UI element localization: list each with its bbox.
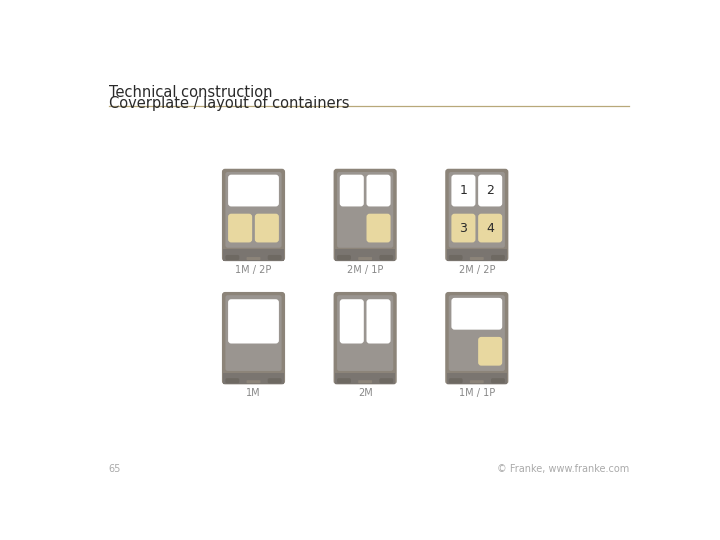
Bar xyxy=(446,249,507,261)
Bar xyxy=(335,249,395,261)
FancyBboxPatch shape xyxy=(333,168,397,261)
FancyBboxPatch shape xyxy=(366,174,390,206)
FancyBboxPatch shape xyxy=(222,168,285,261)
FancyBboxPatch shape xyxy=(246,380,261,383)
FancyBboxPatch shape xyxy=(451,298,503,329)
FancyBboxPatch shape xyxy=(333,292,397,384)
FancyBboxPatch shape xyxy=(340,299,364,343)
FancyBboxPatch shape xyxy=(478,337,503,366)
Text: 65: 65 xyxy=(109,464,121,475)
FancyBboxPatch shape xyxy=(379,255,393,260)
Text: 1M / 1P: 1M / 1P xyxy=(459,388,495,398)
Text: 4: 4 xyxy=(486,221,494,234)
Text: 1M: 1M xyxy=(246,388,261,398)
Text: 2M: 2M xyxy=(358,388,372,398)
FancyBboxPatch shape xyxy=(478,174,503,206)
FancyBboxPatch shape xyxy=(255,214,279,242)
FancyBboxPatch shape xyxy=(225,255,239,260)
FancyBboxPatch shape xyxy=(451,174,475,206)
FancyBboxPatch shape xyxy=(228,214,252,242)
Text: 2M / 1P: 2M / 1P xyxy=(347,265,383,275)
FancyBboxPatch shape xyxy=(268,378,282,383)
FancyBboxPatch shape xyxy=(222,292,285,384)
Bar xyxy=(446,373,507,384)
FancyBboxPatch shape xyxy=(337,172,393,248)
FancyBboxPatch shape xyxy=(451,337,475,366)
Bar xyxy=(335,373,395,384)
Text: 2M / 2P: 2M / 2P xyxy=(459,265,495,275)
FancyBboxPatch shape xyxy=(451,214,475,242)
FancyBboxPatch shape xyxy=(337,378,351,383)
Text: 1: 1 xyxy=(459,184,467,197)
Text: 1M / 2P: 1M / 2P xyxy=(235,265,271,275)
Bar xyxy=(223,373,284,384)
FancyBboxPatch shape xyxy=(246,257,261,260)
FancyBboxPatch shape xyxy=(491,378,505,383)
FancyBboxPatch shape xyxy=(470,380,484,383)
Text: Technical construction: Technical construction xyxy=(109,85,272,100)
FancyBboxPatch shape xyxy=(366,299,390,343)
FancyBboxPatch shape xyxy=(449,255,462,260)
FancyBboxPatch shape xyxy=(340,214,364,242)
Text: 3: 3 xyxy=(459,221,467,234)
FancyBboxPatch shape xyxy=(225,295,282,371)
FancyBboxPatch shape xyxy=(268,255,282,260)
FancyBboxPatch shape xyxy=(449,378,462,383)
FancyBboxPatch shape xyxy=(225,172,282,248)
Text: 2: 2 xyxy=(486,184,494,197)
FancyBboxPatch shape xyxy=(478,214,503,242)
Text: © Franke, www.franke.com: © Franke, www.franke.com xyxy=(497,464,629,475)
FancyBboxPatch shape xyxy=(359,380,372,383)
FancyBboxPatch shape xyxy=(491,255,505,260)
FancyBboxPatch shape xyxy=(449,295,505,371)
FancyBboxPatch shape xyxy=(337,295,393,371)
FancyBboxPatch shape xyxy=(225,378,239,383)
FancyBboxPatch shape xyxy=(340,174,364,206)
FancyBboxPatch shape xyxy=(445,168,508,261)
FancyBboxPatch shape xyxy=(445,292,508,384)
FancyBboxPatch shape xyxy=(470,257,484,260)
Bar xyxy=(223,249,284,261)
FancyBboxPatch shape xyxy=(366,214,390,242)
FancyBboxPatch shape xyxy=(359,257,372,260)
FancyBboxPatch shape xyxy=(228,174,279,206)
Text: Coverplate / layout of containers: Coverplate / layout of containers xyxy=(109,96,349,111)
FancyBboxPatch shape xyxy=(337,255,351,260)
FancyBboxPatch shape xyxy=(379,378,393,383)
FancyBboxPatch shape xyxy=(228,299,279,343)
FancyBboxPatch shape xyxy=(449,172,505,248)
